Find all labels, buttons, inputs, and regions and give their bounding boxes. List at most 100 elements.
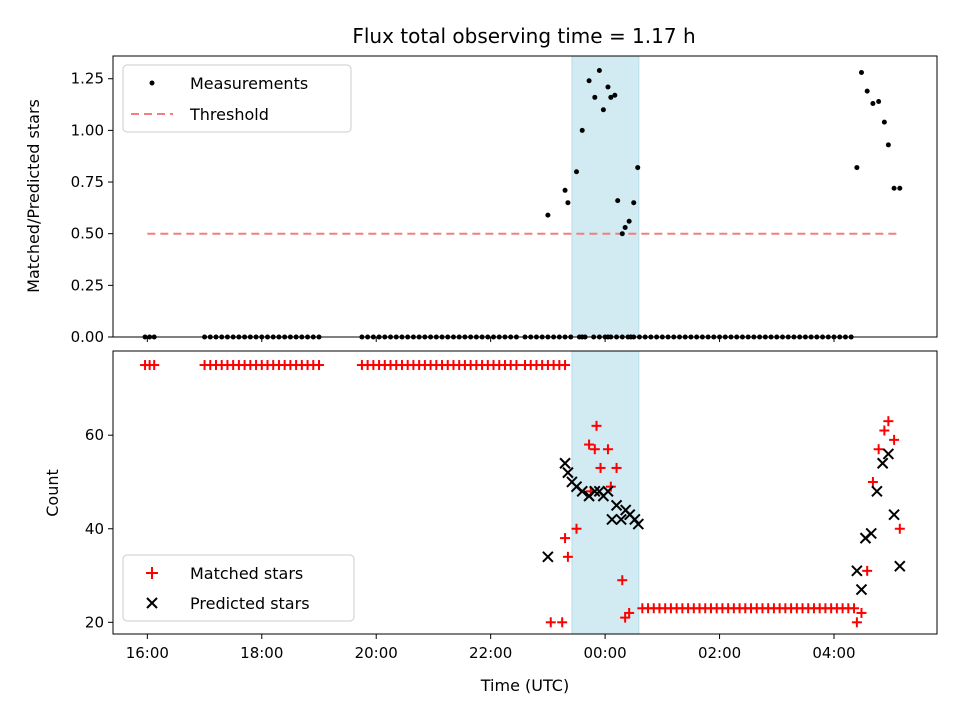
measurement-point — [876, 98, 882, 104]
count-legend: Matched stars Predicted stars — [122, 554, 355, 622]
legend-matched-marker — [146, 567, 158, 579]
matched-star-point — [562, 551, 573, 562]
measurement-point — [565, 200, 571, 206]
x-tick-label: 02:00 — [698, 644, 741, 662]
predicted-star-point — [602, 485, 614, 498]
ratio-y-label: Matched/Predicted stars — [24, 99, 43, 293]
x-tick-label: 18:00 — [240, 644, 283, 662]
observing-window-shade — [571, 55, 640, 338]
legend-measurements-label: Measurements — [190, 74, 308, 93]
matched-star-point — [849, 603, 860, 614]
y-tick-label: 0.75 — [71, 173, 104, 191]
predicted-star-point — [632, 518, 645, 530]
y-tick-label: 0.25 — [71, 276, 104, 294]
measurement-point — [870, 101, 876, 107]
legend-predicted-marker — [146, 597, 158, 609]
x-axis-label: Time (UTC) — [480, 676, 569, 695]
predicted-star-point — [855, 583, 868, 596]
matched-star-point — [584, 439, 595, 450]
predicted-star-point — [559, 457, 571, 469]
predicted-star-point — [894, 560, 906, 572]
measurement-point — [626, 218, 632, 224]
predicted-star-point — [542, 551, 554, 563]
matched-star-point — [856, 607, 867, 618]
measurement-point — [897, 185, 903, 191]
count-points — [140, 360, 906, 628]
matched-star-point — [591, 420, 602, 431]
measurement-point — [854, 165, 860, 171]
measurement-point — [592, 94, 598, 100]
measurement-point — [545, 212, 551, 218]
predicted-star-point — [576, 485, 588, 498]
measurement-point — [608, 94, 614, 100]
predicted-star-point — [888, 509, 900, 521]
count-axes-frame — [112, 350, 938, 635]
legend-measurements-marker — [149, 80, 155, 86]
predicted-star-point — [615, 513, 627, 526]
measurement-point — [615, 198, 621, 204]
matched-star-point — [595, 462, 606, 473]
y-tick-label: 0.50 — [71, 225, 104, 243]
matched-star-point — [624, 607, 635, 618]
matched-star-point — [851, 617, 862, 628]
matched-star-point — [545, 617, 556, 628]
measurement-point — [635, 165, 641, 171]
matched-star-point — [873, 444, 884, 455]
y-tick-label: 40 — [85, 520, 104, 538]
matched-star-point — [571, 523, 582, 534]
measurement-point — [574, 169, 579, 175]
predicted-star-point — [610, 499, 623, 512]
measurement-point — [605, 84, 611, 90]
predicted-star-point — [589, 485, 601, 498]
matched-star-point — [605, 481, 616, 492]
count-x-axis: 16:00 18:00 20:00 22:00 00:00 02:00 04:00 — [126, 634, 856, 662]
x-tick-label: 16:00 — [126, 644, 169, 662]
measurement-point — [881, 119, 887, 125]
ratio-y-axis: 0.00 0.25 0.50 0.75 1.00 1.25 — [71, 70, 113, 346]
y-tick-label: 20 — [85, 613, 104, 631]
measurement-point — [858, 70, 864, 76]
matched-star-point — [314, 360, 324, 371]
predicted-star-point — [876, 457, 889, 469]
matched-star-point — [511, 360, 522, 371]
measurement-point — [612, 92, 618, 98]
count-panel: 20 40 60 16:00 18:00 20:00 22:00 00:00 02:00 04:… — [43, 350, 938, 695]
y-tick-label: 60 — [85, 426, 104, 444]
y-tick-label: 1.00 — [71, 121, 104, 139]
ratio-panel: 0.00 0.25 0.50 0.75 1.00 1.25 Matched/Predict… — [24, 55, 938, 346]
matched-star-point — [867, 476, 878, 487]
legend-threshold-label: Threshold — [189, 105, 269, 124]
chart-title: Flux total observing time = 1.17 h — [352, 24, 695, 48]
matched-star-point — [862, 565, 873, 576]
predicted-star-point — [606, 513, 618, 526]
matched-star-point — [149, 360, 160, 371]
measurement-point — [562, 187, 568, 193]
matched-star-point — [894, 523, 905, 534]
measurement-point — [622, 224, 628, 230]
matched-star-point — [883, 416, 894, 427]
x-tick-label: 22:00 — [469, 644, 512, 662]
predicted-star-point — [882, 448, 895, 460]
predicted-star-point — [851, 565, 863, 577]
measurement-point — [586, 78, 592, 84]
ratio-legend: Measurements Threshold — [122, 64, 352, 133]
legend-matched-label: Matched stars — [190, 564, 303, 583]
legend-predicted-label: Predicted stars — [190, 594, 310, 613]
measurement-point — [631, 200, 637, 206]
count-legend-box — [122, 554, 355, 622]
predicted-star-point — [871, 485, 883, 498]
matched-star-point — [557, 617, 568, 628]
count-y-label: Count — [43, 469, 62, 517]
predicted-star-point — [865, 527, 877, 540]
x-tick-label: 00:00 — [583, 644, 626, 662]
matched-star-point — [560, 533, 571, 544]
matched-star-point — [617, 575, 628, 586]
measurement-point — [885, 142, 891, 148]
measurement-point — [864, 88, 870, 94]
matched-star-point — [889, 434, 900, 445]
matched-star-point — [611, 462, 622, 473]
y-tick-label: 1.25 — [71, 70, 104, 88]
matched-star-point — [602, 444, 613, 455]
matched-star-point — [589, 444, 600, 455]
